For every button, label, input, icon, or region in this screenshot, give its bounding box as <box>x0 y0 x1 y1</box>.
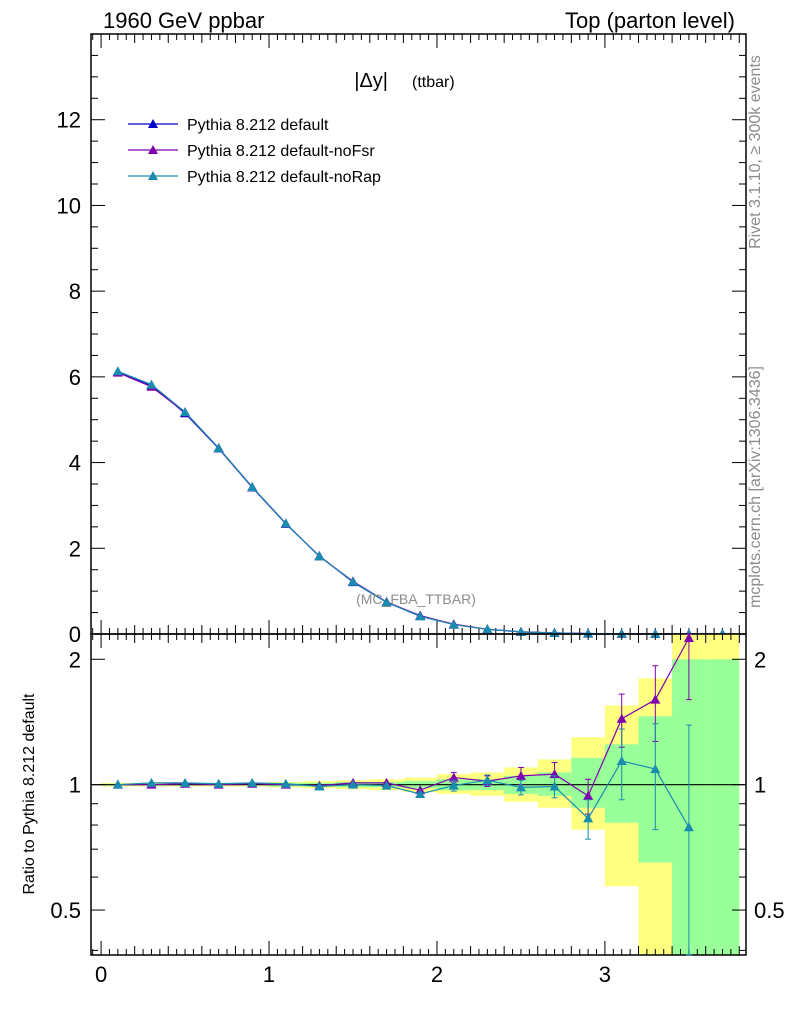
series-point <box>280 518 291 528</box>
legend-marker <box>148 119 158 128</box>
ratio-frame <box>90 633 747 956</box>
header-left: 1960 GeV ppbar <box>103 8 264 33</box>
ratio-series-point <box>448 772 459 782</box>
mcplots-label: mcplots.cern.ch [arXiv:1306.3436] <box>747 366 764 608</box>
series-point <box>381 597 392 607</box>
ratio-series-point <box>683 632 694 642</box>
main-y-tick-label: 0 <box>69 622 81 647</box>
ratio-series-point <box>146 777 157 787</box>
ratio-y-tick-label-right: 0.5 <box>754 898 785 923</box>
header-right: Top (parton level) <box>565 8 735 33</box>
main-y-tick-label: 4 <box>69 451 81 476</box>
ratio-series-point <box>583 790 594 800</box>
series-point <box>616 628 627 638</box>
ratio-series-point <box>515 782 526 792</box>
series-point <box>213 443 224 452</box>
series-point <box>146 379 157 389</box>
ratio-band-inner <box>705 659 740 955</box>
ratio-series-point <box>515 770 526 780</box>
series-point <box>112 366 123 376</box>
ratio-series-point <box>616 713 627 723</box>
main-y-tick-label: 8 <box>69 279 81 304</box>
watermark: (MC_FBA_TTBAR) <box>356 591 476 607</box>
legend-label: Pythia 8.212 default-noFsr <box>187 143 375 160</box>
ratio-series-point <box>650 694 661 704</box>
main-title-sub: (ttbar) <box>412 74 455 91</box>
ratio-series-point <box>650 764 661 774</box>
series-point <box>448 619 459 629</box>
ratio-series-point <box>549 781 560 791</box>
ratio-y-tick-label: 2 <box>69 647 81 672</box>
series-point <box>482 624 493 634</box>
main-title-label: |Δy| <box>354 70 388 92</box>
ratio-series-point <box>683 822 694 832</box>
ratio-x-tick-label: 2 <box>431 962 443 987</box>
main-title: |Δy| (ttbar) <box>354 70 454 92</box>
ratio-panel: 0 1 2 3 0.5 0.5 1 1 2 2 <box>50 632 785 987</box>
ratio-series-point <box>314 781 325 791</box>
series-point <box>180 407 191 416</box>
ratio-y-tick-label-right: 2 <box>754 647 766 672</box>
ratio-series-point <box>112 779 123 789</box>
ratio-series-point <box>448 780 459 790</box>
ratio-y-tick-label: 1 <box>69 773 81 798</box>
main-y-tick-label: 2 <box>69 536 81 561</box>
ratio-series-point <box>180 777 191 787</box>
series-point <box>415 611 426 621</box>
ratio-x-tick-label: 0 <box>95 962 107 987</box>
ratio-series-line <box>117 760 690 828</box>
legend: Pythia 8.212 default Pythia 8.212 default… <box>128 117 381 186</box>
series-point <box>247 482 258 491</box>
ratio-series-point <box>348 779 358 789</box>
ratio-series-point <box>247 777 258 787</box>
main-y-tick-label: 10 <box>57 193 81 218</box>
ratio-series-line <box>117 637 690 797</box>
ratio-series-point <box>381 780 392 790</box>
ratio-series-point <box>616 755 627 765</box>
legend-label: Pythia 8.212 default <box>187 117 329 134</box>
ratio-series-point <box>280 778 291 788</box>
legend-marker <box>148 171 158 180</box>
main-y-tick-label: 12 <box>57 108 81 133</box>
ratio-x-tick-label: 3 <box>599 962 611 987</box>
ratio-series-point <box>415 788 426 798</box>
ratio-x-tick-label: 1 <box>263 962 275 987</box>
ratio-series-point <box>482 775 493 785</box>
ratio-series-point <box>213 778 224 788</box>
series-point <box>583 628 594 638</box>
rivet-label: Rivet 3.1.10, ≥ 300k events <box>747 55 764 249</box>
ratio-y-tick-label-right: 1 <box>754 773 766 798</box>
ratio-ylabel: Ratio to Pythia 8.212 default <box>21 693 38 895</box>
main-y-tick-label: 6 <box>69 365 81 390</box>
series-point <box>314 551 325 561</box>
series-point <box>348 576 358 586</box>
ratio-series-point <box>583 813 594 823</box>
ratio-y-tick-label: 0.5 <box>50 898 81 923</box>
legend-label: Pythia 8.212 default-noRap <box>187 169 381 186</box>
legend-marker <box>148 145 158 154</box>
